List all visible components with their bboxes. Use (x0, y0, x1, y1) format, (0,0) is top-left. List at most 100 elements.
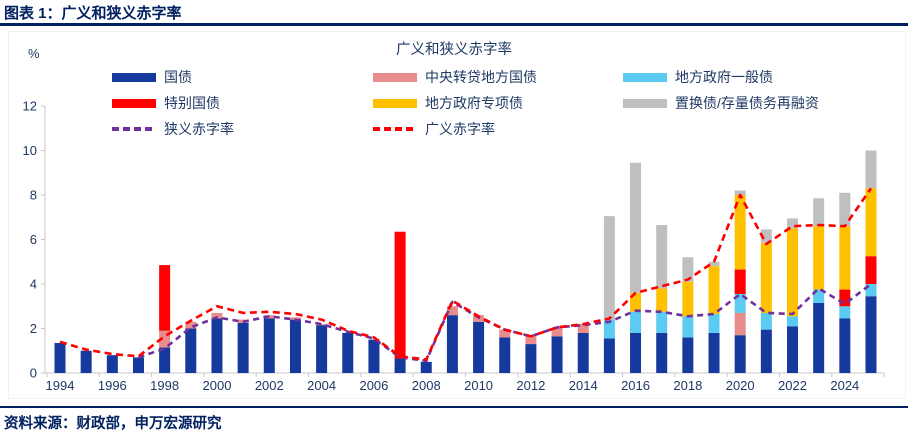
bar-segment-2009-中央转贷地方国债 (446, 306, 458, 316)
x-tick-label: 2006 (359, 378, 388, 393)
x-tick-label: 2010 (464, 378, 493, 393)
legend-item-置换债/存量债务再融资: 置换债/存量债务再融资 (623, 90, 819, 116)
bar-segment-2020-中央转贷地方国债 (734, 312, 746, 336)
bar-segment-2020-地方政府专项债 (734, 195, 746, 270)
y-axis: 0 2 4 6 8 10 12 (23, 99, 46, 381)
x-tick-label: 2012 (516, 378, 545, 393)
bar-segment-2018-地方政府专项债 (682, 281, 694, 317)
bar-segment-2013-中央转贷地方国债 (551, 327, 563, 337)
bar-segment-2023-地方政府一般债 (813, 289, 825, 303)
legend-label: 广义赤字率 (425, 121, 495, 137)
bar-segment-2017-地方政府专项债 (656, 288, 668, 312)
bar-segment-2017-地方政府一般债 (656, 311, 668, 333)
legend-bar-swatch (623, 98, 667, 108)
bar-segment-2018-国债 (682, 337, 694, 373)
x-tick-label: 2018 (673, 378, 702, 393)
y-axis-unit-label: % (28, 46, 40, 61)
bar-segment-2022-地方政府专项债 (787, 228, 799, 317)
bar-segment-2020-特别国债 (734, 269, 746, 295)
bar-segment-2007-特别国债 (394, 231, 406, 359)
bar-segment-2025-国债 (865, 296, 877, 373)
bar-segment-2008-国债 (420, 361, 432, 373)
bar-segment-2024-地方政府一般债 (839, 306, 851, 319)
legend-label: 地方政府一般债 (675, 69, 773, 85)
bar-segment-2022-国债 (787, 326, 799, 373)
bar-segment-1995-国债 (80, 350, 92, 373)
bar-segment-2016-置换债/存量债务再融资 (630, 162, 642, 293)
bar-segment-2015-国债 (603, 338, 615, 373)
x-tick-label: 2008 (412, 378, 441, 393)
legend-item-地方政府专项债: 地方政府专项债 (373, 90, 537, 116)
x-tick-label: 1994 (46, 378, 75, 393)
bar-segment-2019-置换债/存量债务再融资 (708, 261, 720, 267)
legend-label: 中央转贷地方国债 (425, 69, 537, 85)
bar-segment-2013-国债 (551, 336, 563, 373)
bar-segment-2015-置换债/存量债务再融资 (603, 216, 615, 320)
bar-segment-2023-国债 (813, 302, 825, 373)
bar-segment-2025-地方政府一般债 (865, 284, 877, 297)
bar-segment-2024-地方政府专项债 (839, 226, 851, 290)
bar-segment-1997-国债 (132, 357, 144, 373)
figure-title: 图表 1：广义和狭义赤字率 (4, 5, 182, 22)
x-tick-label: 2024 (830, 378, 859, 393)
bar-segment-2025-置换债/存量债务再融资 (865, 150, 877, 189)
bar-segment-2019-国债 (708, 332, 720, 373)
legend-label: 置换债/存量债务再融资 (675, 95, 819, 111)
bar-segment-1998-中央转贷地方国债 (159, 330, 171, 348)
bar-segment-1999-中央转贷地方国债 (185, 321, 197, 329)
legend-label: 狭义赤字率 (164, 121, 234, 137)
bar-segment-2014-中央转贷地方国债 (577, 324, 589, 333)
bar-segment-1996-国债 (106, 355, 118, 373)
bar-segment-2022-地方政府一般债 (787, 316, 799, 327)
legend-item-特别国债: 特别国债 (112, 90, 234, 116)
y-tick-label: 12 (23, 99, 37, 114)
legend-label: 国债 (164, 69, 192, 85)
bar-segment-1998-国债 (159, 347, 171, 373)
x-tick-label: 2020 (726, 378, 755, 393)
x-axis: 1994 1996 1998 2000 2002 2004 2006 2008 2010 2012… (45, 372, 885, 393)
bar-segment-2017-置换债/存量债务再融资 (656, 225, 668, 289)
chart-title: 广义和狭义赤字率 (396, 42, 512, 58)
y-tick-label: 10 (23, 143, 37, 158)
bar-segment-2021-地方政府专项债 (760, 242, 772, 313)
bars (54, 150, 877, 373)
bar-segment-2016-地方政府一般债 (630, 311, 642, 333)
bar-segment-2011-中央转贷地方国债 (499, 329, 511, 338)
x-tick-label: 2022 (778, 378, 807, 393)
bar-segment-2010-国债 (473, 321, 485, 373)
bar-segment-2023-地方政府专项债 (813, 226, 825, 290)
bar-segment-2025-地方政府专项债 (865, 188, 877, 257)
bar-segment-2014-国债 (577, 332, 589, 373)
bar-segment-2019-地方政府一般债 (708, 314, 720, 333)
bar-segment-1999-国债 (185, 328, 197, 373)
legend-dash-swatch (373, 127, 417, 131)
header-rule (0, 23, 908, 26)
footer-rule (0, 406, 908, 408)
legend-column: 中央转贷地方国债地方政府专项债广义赤字率 (373, 64, 537, 142)
legend-item-地方政府一般债: 地方政府一般债 (623, 64, 819, 90)
legend-column: 地方政府一般债置换债/存量债务再融资 (623, 64, 819, 116)
bar-segment-2015-地方政府一般债 (603, 319, 615, 339)
x-tick-label: 1996 (98, 378, 127, 393)
bar-segment-2012-国债 (525, 344, 537, 373)
bar-segment-2025-特别国债 (865, 256, 877, 284)
bar-segment-2004-国债 (316, 325, 328, 373)
legend-label: 特别国债 (164, 95, 220, 111)
legend-column: 国债特别国债狭义赤字率 (112, 64, 234, 142)
bar-segment-1998-特别国债 (159, 265, 171, 331)
legend-bar-swatch (112, 98, 156, 108)
legend-bar-swatch (373, 98, 417, 108)
bar-segment-2016-地方政府专项债 (630, 292, 642, 312)
bar-segment-2019-地方政府专项债 (708, 266, 720, 315)
chart-frame (8, 31, 906, 399)
line-广义赤字率 (59, 187, 873, 361)
legend-bar-swatch (373, 72, 417, 82)
bar-segment-2024-国债 (839, 318, 851, 373)
y-tick-label: 6 (30, 232, 37, 247)
bar-segment-2021-地方政府一般债 (760, 312, 772, 330)
bar-segment-2018-地方政府一般债 (682, 316, 694, 338)
bar-segment-2021-国债 (760, 329, 772, 373)
source-text: 资料来源：财政部，申万宏源研究 (4, 416, 222, 432)
